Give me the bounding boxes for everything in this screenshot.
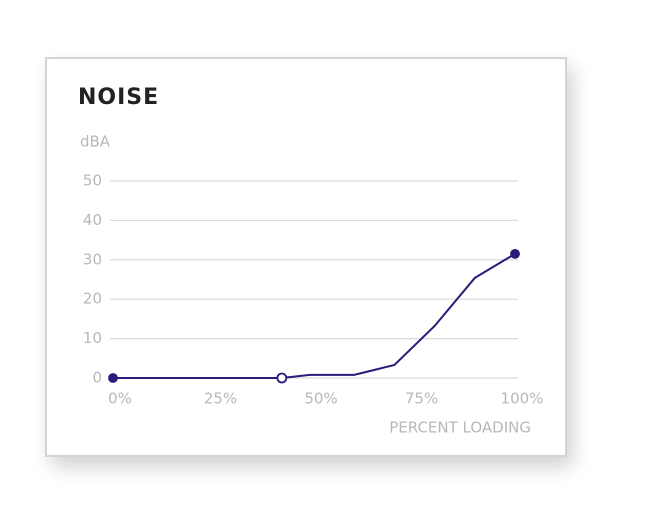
y-tick-label: 20 [83, 290, 102, 308]
marker [510, 248, 520, 259]
y-tick-label: 0 [92, 369, 102, 387]
x-tick-label: 75% [405, 390, 438, 408]
x-tick-label: 100% [501, 390, 544, 408]
card [45, 57, 567, 457]
x-tick-label: 50% [304, 390, 337, 408]
y-axis-label: dBA [80, 133, 111, 151]
chart-title: NOISE [78, 85, 159, 110]
marker [276, 372, 288, 384]
x-tick-label: 0% [108, 390, 132, 408]
x-axis-label: PERCENT LOADING [389, 419, 531, 437]
marker [108, 373, 118, 383]
y-tick-label: 50 [83, 172, 102, 190]
x-tick-label: 25% [204, 390, 237, 408]
line [113, 253, 516, 379]
y-tick-label: 30 [83, 250, 102, 268]
y-tick-label: 10 [83, 329, 102, 347]
y-tick-label: 40 [83, 211, 102, 229]
